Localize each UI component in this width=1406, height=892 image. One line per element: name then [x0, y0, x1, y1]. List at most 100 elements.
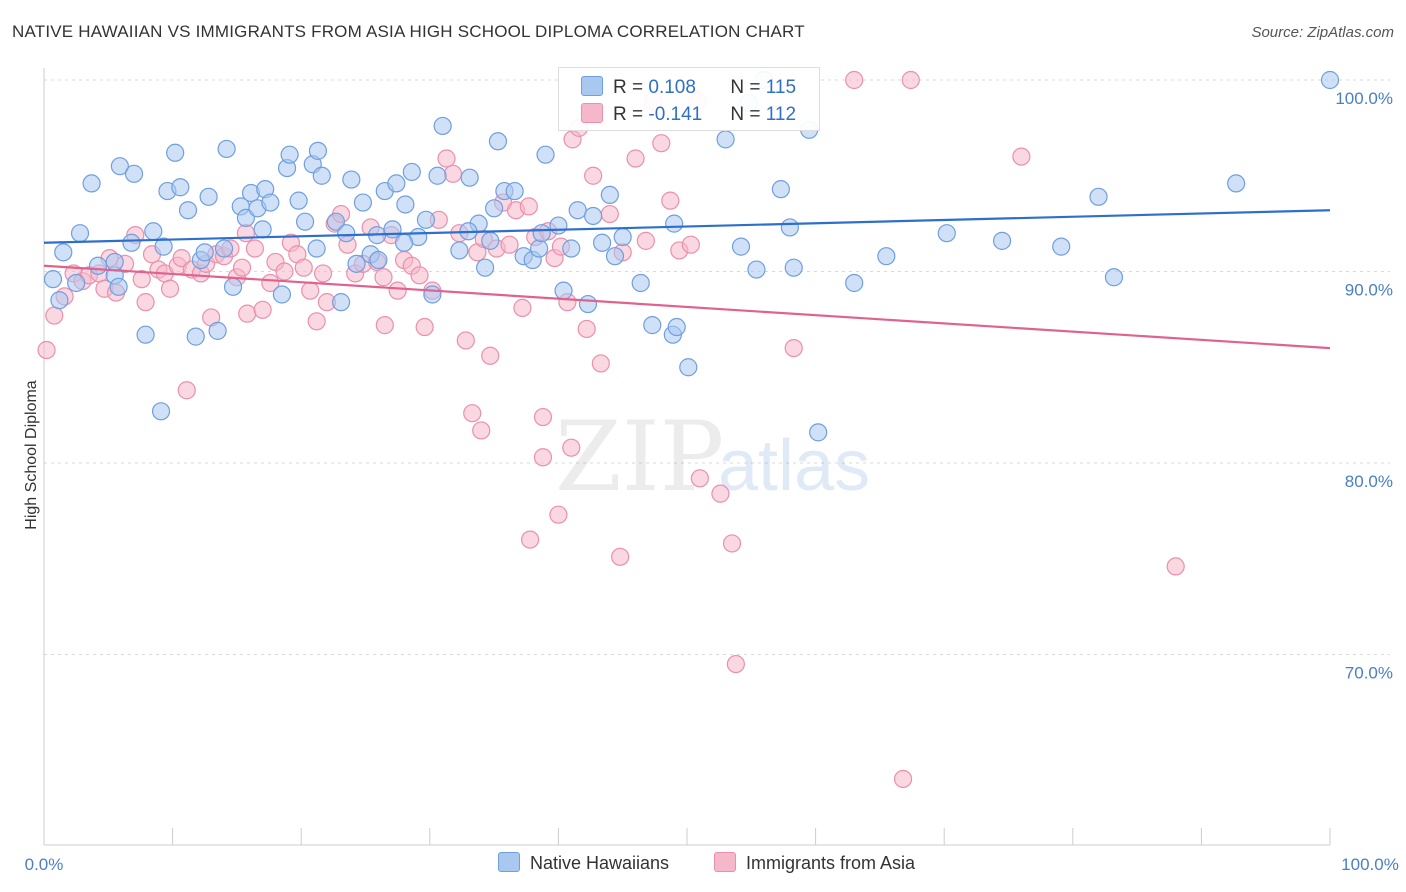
native-hawaiian-point: [217, 139, 236, 159]
native-hawaiian-point: [178, 201, 198, 220]
native-hawaiian-point: [347, 254, 366, 273]
immigrant-asia-point: [481, 346, 500, 365]
native-hawaiian-point: [488, 132, 508, 151]
native-hawaiian-point: [166, 143, 185, 162]
native-hawaiian-point: [208, 321, 227, 340]
native-hawaiian-point: [937, 224, 956, 243]
native-hawaiian-point: [549, 216, 568, 235]
native-hawaiian-point: [308, 141, 328, 160]
immigrant-asia-point: [410, 266, 429, 285]
native-hawaiian-point: [532, 224, 551, 243]
legend-r-value: 0.108: [648, 77, 696, 98]
trend-lines: [43, 209, 1331, 350]
native-hawaiian-point: [554, 281, 573, 300]
native-hawaiian-point: [105, 252, 124, 272]
native-hawaiian-point: [593, 233, 612, 252]
native-hawaiian-point: [295, 212, 315, 231]
immigrant-asia-point: [415, 317, 434, 337]
immigrant-asia-point: [37, 340, 56, 360]
native-hawaiian-point: [289, 191, 308, 210]
native-hawaiian-point: [337, 224, 356, 243]
immigrant-asia-point: [611, 547, 630, 566]
immigrant-asia-point: [388, 281, 407, 300]
immigrant-asia-point: [437, 149, 456, 168]
native-hawaiian-point: [171, 178, 190, 197]
axes: [43, 68, 1331, 846]
native-hawaiian-point: [331, 293, 351, 312]
legend-item-native-hawaiians[interactable]: Native Hawaiians: [498, 852, 669, 874]
native-hawaiian-point: [223, 277, 243, 296]
immigrant-asia-point: [136, 293, 155, 312]
watermark: ZIP atlas: [555, 401, 870, 513]
stats-legend: R = 0.108 N = 115 R = -0.141 N = 112: [558, 67, 820, 131]
native-hawaiian-point: [1227, 174, 1246, 193]
immigrant-asia-point: [845, 70, 864, 90]
immigrant-asia-point: [584, 166, 603, 185]
legend-swatch-blue: [581, 76, 603, 96]
native-hawaiian-point: [402, 162, 421, 182]
immigrant-asia-point: [591, 354, 610, 373]
native-hawaiian-point: [747, 260, 766, 279]
native-hawaiian-point: [716, 130, 735, 149]
legend-n-value: 112: [765, 104, 797, 125]
native-hawaiian-point: [481, 231, 500, 250]
immigrant-asia-point: [521, 530, 540, 549]
watermark-atlas: atlas: [718, 426, 870, 506]
legend-item-immigrants-from-asia[interactable]: Immigrants from Asia: [714, 852, 915, 874]
native-hawaiian-point: [584, 206, 603, 226]
immigrant-asia-point: [132, 270, 151, 289]
native-hawaiian-point: [485, 199, 504, 218]
y-axis-label: High School Diploma: [23, 380, 40, 530]
immigrant-asia-point: [1012, 147, 1031, 166]
legend-row-native-hawaiians: R = 0.108 N = 115: [581, 76, 796, 100]
native-hawaiian-point: [326, 212, 346, 231]
native-hawaiian-point: [70, 224, 90, 243]
legend-r-label: R =: [613, 77, 649, 98]
native-hawaiian-point: [1320, 70, 1340, 90]
immigrant-asia-point: [533, 407, 553, 427]
native-hawaiian-point: [536, 145, 555, 164]
native-hawaiian-point: [992, 231, 1012, 250]
native-hawaiian-point: [578, 294, 598, 314]
legend-swatch-blue: [498, 852, 520, 872]
native-hawaiian-point: [394, 233, 414, 252]
immigrant-asia-point: [893, 769, 913, 789]
trend-line-immigrants-from-asia: [43, 264, 1331, 350]
immigrant-asia-point: [652, 134, 671, 153]
immigrant-asia-point: [307, 312, 326, 331]
immigrant-asia-point: [463, 404, 482, 423]
native-hawaiian-point: [136, 325, 155, 344]
native-hawaiian-point: [122, 233, 141, 252]
native-hawaiian-point: [809, 423, 828, 442]
native-hawaiian-point: [195, 243, 214, 262]
native-hawaiian-point: [261, 193, 280, 212]
legend-swatch-pink: [714, 852, 736, 872]
x-tick-label-min: 0.0%: [25, 855, 64, 874]
series-legend: Native Hawaiians Immigrants from Asia: [0, 852, 1406, 878]
immigrant-asia-point: [232, 258, 252, 277]
immigrant-asia-point: [562, 438, 581, 457]
native-hawaiian-point: [312, 166, 331, 185]
y-tick-label: 90.0%: [1345, 281, 1393, 300]
native-hawaiian-point: [253, 220, 272, 239]
native-hawaiian-point: [1052, 237, 1071, 256]
legend-n-label: N =: [730, 104, 766, 125]
immigrant-asia-point: [513, 298, 532, 317]
native-hawaiian-point: [784, 258, 803, 277]
immigrant-asia-point: [600, 204, 619, 224]
native-hawaiian-point: [144, 222, 163, 241]
native-hawaiian-point: [199, 187, 218, 206]
native-hawaiian-point: [613, 227, 632, 247]
native-hawaiian-point: [731, 237, 751, 256]
native-hawaiian-point: [88, 256, 108, 275]
native-hawaiian-point: [530, 239, 549, 258]
series-native-hawaiians: [43, 70, 1340, 442]
immigrant-asia-point: [261, 273, 280, 293]
immigrant-asia-point: [681, 235, 700, 254]
chart-title: NATIVE HAWAIIAN VS IMMIGRANTS FROM ASIA …: [12, 22, 805, 41]
immigrant-asia-point: [275, 262, 294, 281]
immigrant-asia-point: [533, 448, 553, 467]
native-hawaiian-point: [383, 220, 402, 239]
immigrant-asia-point: [45, 306, 64, 325]
